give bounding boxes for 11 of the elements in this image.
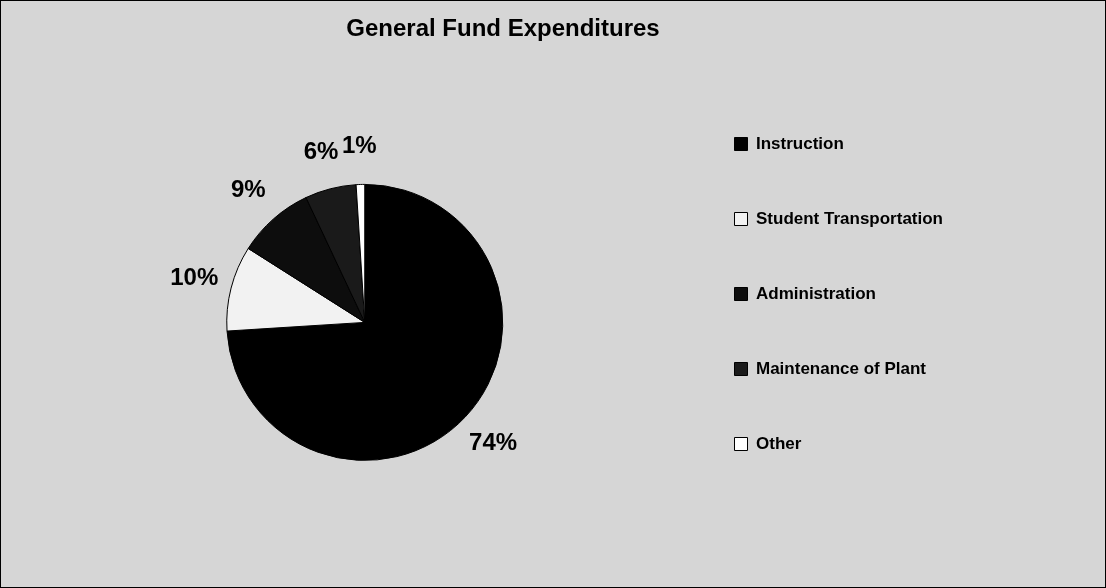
data-label: 1% [341,131,377,159]
legend-label: Administration [756,283,876,303]
legend-label: Other [756,433,802,453]
legend-label: Instruction [756,133,844,153]
legend-label: Maintenance of Plant [756,358,927,378]
data-label: 9% [231,175,266,203]
chart-title: General Fund Expenditures [346,14,660,42]
data-label: 10% [170,263,219,291]
legend-label: Student Transportation [756,208,943,228]
data-label: 74% [469,427,518,455]
data-label: 6% [303,136,339,164]
